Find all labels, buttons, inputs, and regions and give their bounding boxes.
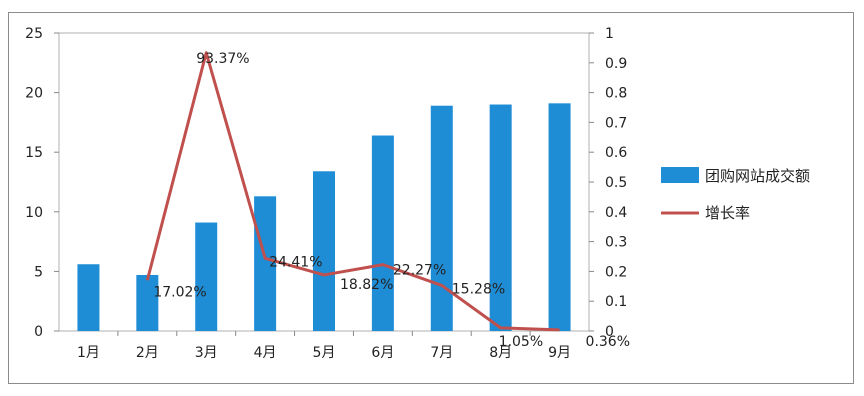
x-tick-label: 8月	[489, 345, 512, 361]
left-tick-label: 0	[34, 324, 43, 340]
x-tick-label: 1月	[77, 345, 100, 361]
data-label: 22.27%	[393, 263, 446, 279]
data-label: 24.41%	[269, 254, 322, 270]
combo-chart: 17.02% 93.37% 24.41% 18.82%22.27% 15.28% 1.05…	[25, 26, 810, 361]
bar	[430, 105, 453, 331]
left-tick-label: 10	[25, 205, 43, 221]
right-tick-label: 0.2	[605, 264, 627, 280]
line-series	[145, 51, 560, 332]
x-tick-label: 4月	[254, 345, 277, 361]
right-tick-label: 0.3	[605, 235, 627, 251]
growth-rate-line	[145, 51, 560, 332]
x-tick-label: 2月	[136, 345, 159, 361]
left-tick-label: 20	[25, 86, 43, 102]
x-tick-label: 7月	[430, 345, 453, 361]
right-tick-label: 0.7	[605, 115, 627, 131]
x-tick-label: 9月	[548, 345, 571, 361]
right-tick-label: 0.4	[605, 205, 627, 221]
right-tick-label: 0	[605, 324, 614, 340]
left-tick-label: 5	[34, 264, 43, 280]
right-tick-label: 1	[605, 26, 614, 42]
x-tick-label: 5月	[313, 345, 336, 361]
right-tick-label: 0.8	[605, 86, 627, 102]
bar	[195, 222, 218, 331]
left-tick-label: 15	[25, 145, 43, 161]
x-tick-label: 6月	[371, 345, 394, 361]
left-y-axis: 0 5 10 15 20 25	[25, 26, 59, 340]
right-tick-label: 0.9	[605, 56, 627, 72]
data-labels: 17.02% 93.37% 24.41% 18.82%22.27% 15.28% 1.05…	[153, 51, 630, 350]
legend-label: 增长率	[705, 204, 750, 222]
bar	[77, 264, 100, 331]
right-tick-label: 0.6	[605, 145, 627, 161]
data-label: 15.28%	[452, 281, 505, 297]
bar	[136, 274, 159, 331]
right-tick-label: 0.5	[605, 175, 627, 191]
data-label: 1.05%	[499, 334, 543, 350]
right-y-axis: 0 0.1 0.2 0.3 0.4 0.5 0.6 0.7 0.8 0.9 1	[589, 26, 627, 340]
right-tick-label: 0.1	[605, 294, 627, 310]
bar	[313, 171, 335, 331]
left-tick-label: 25	[25, 26, 43, 42]
bar	[489, 104, 512, 332]
chart-frame: 17.02% 93.37% 24.41% 18.82% 22.27% 15.28% 1.05…	[8, 12, 854, 384]
data-label: 93.37%	[196, 51, 249, 67]
bar	[254, 196, 277, 331]
legend-label: 团购网站成交额	[705, 167, 810, 185]
data-label: 17.02%	[153, 284, 206, 300]
legend-swatch-bar	[661, 167, 699, 183]
bar-series	[77, 103, 571, 332]
x-tick-label: 3月	[195, 345, 218, 361]
data-label: 0.36%	[586, 334, 630, 350]
bar	[371, 135, 394, 331]
bar	[548, 103, 571, 331]
x-axis: 1月 2月 3月 4月 5月 6月 7月 8月 9月	[77, 331, 571, 361]
data-label: 18.82%	[340, 277, 393, 293]
